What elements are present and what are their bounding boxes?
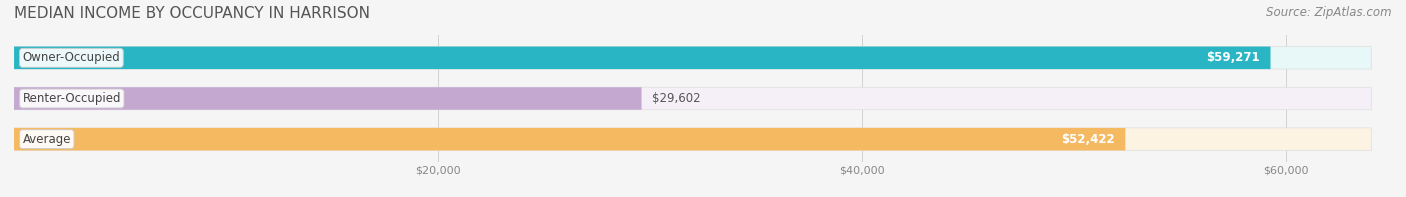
FancyBboxPatch shape <box>14 87 1371 110</box>
FancyBboxPatch shape <box>14 87 641 110</box>
Text: $29,602: $29,602 <box>652 92 700 105</box>
Text: Average: Average <box>22 133 72 146</box>
Text: Owner-Occupied: Owner-Occupied <box>22 51 121 64</box>
FancyBboxPatch shape <box>14 128 1371 151</box>
Text: Renter-Occupied: Renter-Occupied <box>22 92 121 105</box>
Text: $59,271: $59,271 <box>1206 51 1260 64</box>
FancyBboxPatch shape <box>14 128 1125 151</box>
FancyBboxPatch shape <box>14 46 1271 69</box>
FancyBboxPatch shape <box>14 46 1371 69</box>
Text: Source: ZipAtlas.com: Source: ZipAtlas.com <box>1267 6 1392 19</box>
Text: $52,422: $52,422 <box>1062 133 1115 146</box>
Text: MEDIAN INCOME BY OCCUPANCY IN HARRISON: MEDIAN INCOME BY OCCUPANCY IN HARRISON <box>14 6 370 21</box>
